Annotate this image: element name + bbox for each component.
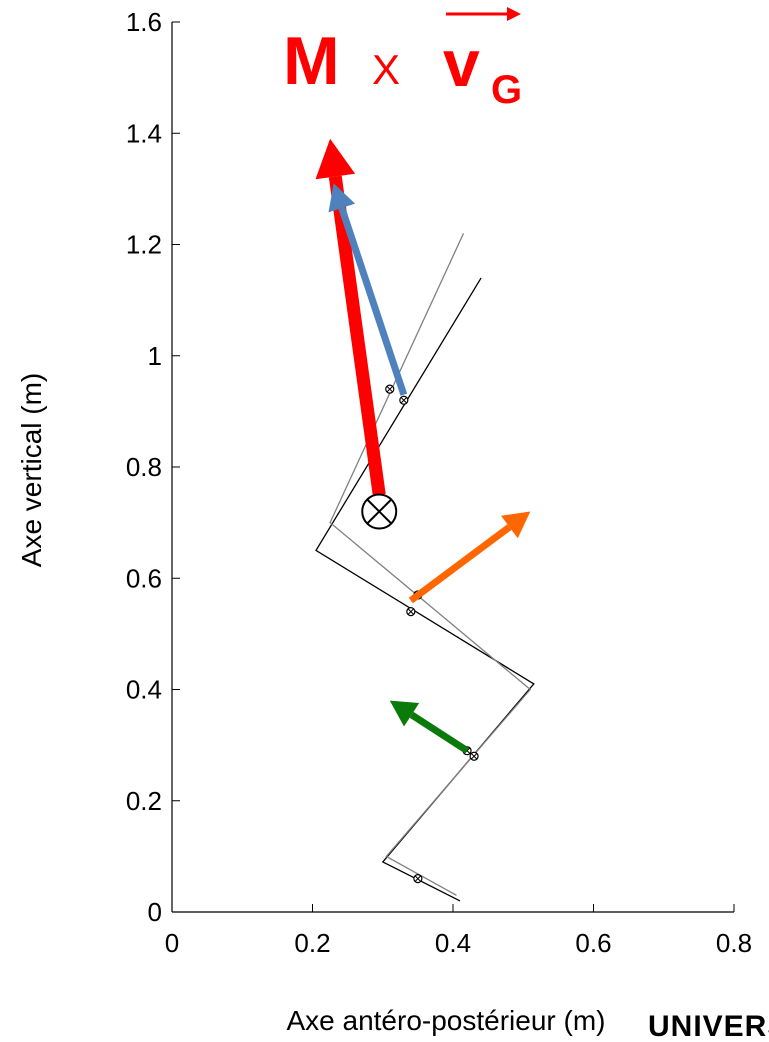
vector-shaft (408, 524, 512, 604)
vector-arrow (315, 138, 386, 496)
formula-mass: M (283, 23, 340, 99)
vector-arrowhead (501, 511, 531, 539)
axes (171, 21, 735, 913)
vector-overline-arrowhead (507, 7, 521, 21)
y-tick-label: 1.6 (126, 7, 162, 37)
series-layer (315, 233, 535, 902)
vector-arrowhead (328, 183, 356, 213)
center-of-mass (361, 493, 398, 530)
joint-marker-cross (414, 875, 421, 882)
joint-marker-cross (471, 753, 478, 760)
formula-annotation: M X v G (283, 7, 522, 112)
x-tick-label: 0.6 (575, 928, 611, 958)
y-tick-label: 1.2 (126, 230, 162, 260)
formula-times: X (372, 46, 400, 93)
y-tick-label: 0.6 (126, 563, 162, 593)
x-axis-title: Axe antéro-postérieur (m) (286, 1005, 605, 1036)
y-tick-label: 0.4 (126, 675, 162, 705)
joint-marker-cross (407, 608, 414, 615)
y-tick-label: 0.2 (126, 786, 162, 816)
joint-marker (469, 751, 479, 761)
joint-marker (413, 874, 423, 884)
center-of-mass-circle (361, 493, 398, 530)
vector-arrow (328, 183, 408, 396)
vector-shaft (409, 711, 469, 754)
joint-marker-cross (400, 397, 407, 404)
vector-shaft (338, 206, 408, 396)
formula-vector: v (443, 26, 480, 100)
x-tick-label: 0 (165, 928, 179, 958)
university-logo: UNIVERSITÉ RENNES (648, 1009, 769, 1042)
vector-arrow (389, 700, 469, 754)
y-tick-label: 1.4 (126, 118, 162, 148)
formula-subscript: G (491, 68, 522, 112)
svg-text:UNIVERSITÉ RENNES: UNIVERSITÉ RENNES (648, 1009, 769, 1042)
y-tick-label: 0.8 (126, 452, 162, 482)
vector-arrowhead (389, 700, 420, 727)
x-tick-label: 0.8 (716, 928, 752, 958)
vectors-layer (315, 138, 531, 754)
y-tick-label: 1 (148, 341, 162, 371)
joint-marker (399, 395, 409, 405)
vector-arrow (408, 511, 531, 604)
y-axis-title: Axe vertical (m) (16, 373, 47, 567)
x-tick-label: 0.4 (435, 928, 471, 958)
joint-marker (385, 384, 395, 394)
vector-arrowhead (315, 138, 356, 180)
y-tick-label: 0 (148, 897, 162, 927)
joint-marker-cross (386, 386, 393, 393)
x-tick-label: 0.2 (294, 928, 330, 958)
joint-marker (406, 607, 416, 617)
vector-shaft (328, 175, 386, 496)
center-of-mass-cross (366, 498, 392, 525)
tick-labels: 0 0.2 0.4 0.6 0.8 0 0.2 0.4 0.6 0.8 1 1.2 1.4 1.6 (126, 7, 752, 958)
